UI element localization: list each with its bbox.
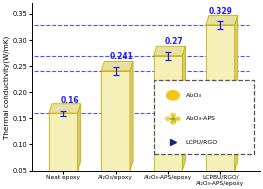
Polygon shape bbox=[78, 104, 81, 170]
Text: Al₂O₃-APS: Al₂O₃-APS bbox=[185, 116, 215, 121]
Circle shape bbox=[166, 117, 170, 120]
Polygon shape bbox=[182, 46, 185, 170]
Polygon shape bbox=[235, 15, 238, 170]
Circle shape bbox=[167, 91, 179, 100]
Circle shape bbox=[171, 121, 175, 124]
Text: 0.241: 0.241 bbox=[110, 52, 134, 61]
Circle shape bbox=[171, 113, 175, 117]
FancyBboxPatch shape bbox=[154, 56, 182, 170]
Text: 0.329: 0.329 bbox=[208, 7, 232, 16]
Polygon shape bbox=[101, 61, 133, 71]
Polygon shape bbox=[130, 61, 133, 170]
Text: 0.16: 0.16 bbox=[60, 96, 79, 105]
FancyBboxPatch shape bbox=[101, 71, 130, 170]
FancyBboxPatch shape bbox=[49, 113, 78, 170]
Y-axis label: Thermal conductivity(W/mK): Thermal conductivity(W/mK) bbox=[3, 35, 10, 139]
FancyBboxPatch shape bbox=[206, 25, 235, 170]
Polygon shape bbox=[154, 46, 185, 56]
Text: LCPU/RGO: LCPU/RGO bbox=[185, 140, 218, 145]
Text: Al₂O₃: Al₂O₃ bbox=[185, 93, 201, 98]
Polygon shape bbox=[206, 15, 238, 25]
Text: 0.27: 0.27 bbox=[165, 37, 184, 46]
Circle shape bbox=[176, 117, 180, 120]
FancyBboxPatch shape bbox=[154, 80, 254, 154]
Polygon shape bbox=[49, 104, 81, 113]
